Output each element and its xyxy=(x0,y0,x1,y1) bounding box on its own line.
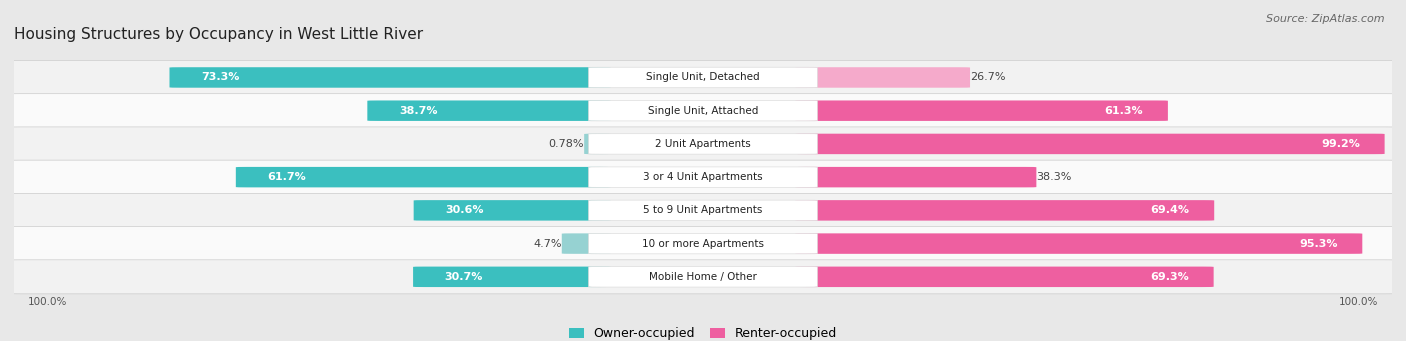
FancyBboxPatch shape xyxy=(589,134,817,154)
Text: 69.4%: 69.4% xyxy=(1150,205,1189,216)
FancyBboxPatch shape xyxy=(4,226,1402,261)
Text: Single Unit, Detached: Single Unit, Detached xyxy=(647,73,759,83)
Text: 95.3%: 95.3% xyxy=(1299,239,1337,249)
Text: 30.7%: 30.7% xyxy=(444,272,484,282)
FancyBboxPatch shape xyxy=(589,200,817,221)
Text: 3 or 4 Unit Apartments: 3 or 4 Unit Apartments xyxy=(643,172,763,182)
Legend: Owner-occupied, Renter-occupied: Owner-occupied, Renter-occupied xyxy=(568,327,838,340)
Text: 99.2%: 99.2% xyxy=(1320,139,1360,149)
FancyBboxPatch shape xyxy=(562,233,610,254)
FancyBboxPatch shape xyxy=(589,267,817,287)
FancyBboxPatch shape xyxy=(4,193,1402,227)
FancyBboxPatch shape xyxy=(796,134,1385,154)
Text: Housing Structures by Occupancy in West Little River: Housing Structures by Occupancy in West … xyxy=(14,27,423,42)
FancyBboxPatch shape xyxy=(4,160,1402,194)
FancyBboxPatch shape xyxy=(589,101,817,121)
FancyBboxPatch shape xyxy=(796,67,970,88)
FancyBboxPatch shape xyxy=(367,101,610,121)
Text: 2 Unit Apartments: 2 Unit Apartments xyxy=(655,139,751,149)
Text: 30.6%: 30.6% xyxy=(446,205,484,216)
FancyBboxPatch shape xyxy=(236,167,610,187)
Text: Single Unit, Attached: Single Unit, Attached xyxy=(648,106,758,116)
Text: 38.7%: 38.7% xyxy=(399,106,437,116)
FancyBboxPatch shape xyxy=(589,67,817,88)
Text: Source: ZipAtlas.com: Source: ZipAtlas.com xyxy=(1267,14,1385,24)
Text: 5 to 9 Unit Apartments: 5 to 9 Unit Apartments xyxy=(644,205,762,216)
Text: 61.7%: 61.7% xyxy=(267,172,307,182)
FancyBboxPatch shape xyxy=(4,60,1402,94)
FancyBboxPatch shape xyxy=(413,200,610,221)
FancyBboxPatch shape xyxy=(4,94,1402,128)
Text: 61.3%: 61.3% xyxy=(1105,106,1143,116)
Text: 38.3%: 38.3% xyxy=(1036,172,1071,182)
FancyBboxPatch shape xyxy=(796,233,1362,254)
Text: 26.7%: 26.7% xyxy=(970,73,1005,83)
FancyBboxPatch shape xyxy=(589,167,817,187)
FancyBboxPatch shape xyxy=(796,200,1215,221)
Text: 73.3%: 73.3% xyxy=(201,73,239,83)
FancyBboxPatch shape xyxy=(583,134,610,154)
Text: 69.3%: 69.3% xyxy=(1150,272,1189,282)
FancyBboxPatch shape xyxy=(170,67,610,88)
Text: Mobile Home / Other: Mobile Home / Other xyxy=(650,272,756,282)
FancyBboxPatch shape xyxy=(4,260,1402,294)
FancyBboxPatch shape xyxy=(4,127,1402,161)
FancyBboxPatch shape xyxy=(413,267,610,287)
Text: 10 or more Apartments: 10 or more Apartments xyxy=(643,239,763,249)
FancyBboxPatch shape xyxy=(796,167,1036,187)
FancyBboxPatch shape xyxy=(796,267,1213,287)
Text: 100.0%: 100.0% xyxy=(1339,297,1378,308)
Text: 0.78%: 0.78% xyxy=(548,139,583,149)
FancyBboxPatch shape xyxy=(796,101,1168,121)
Text: 4.7%: 4.7% xyxy=(533,239,562,249)
FancyBboxPatch shape xyxy=(589,233,817,254)
Text: 100.0%: 100.0% xyxy=(28,297,67,308)
